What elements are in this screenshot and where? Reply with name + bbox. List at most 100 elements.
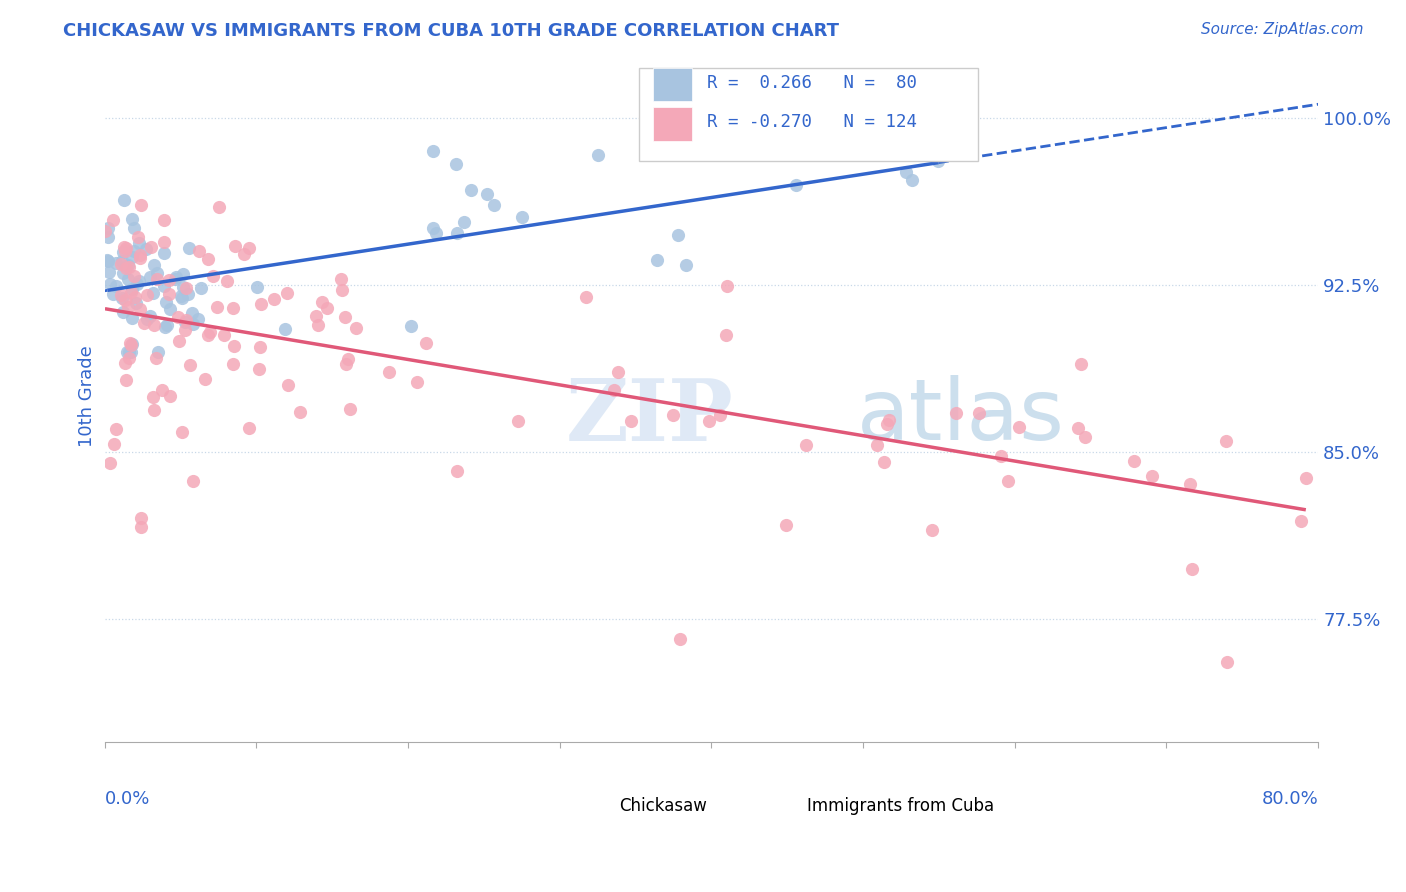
Point <box>1122 454 1144 468</box>
Point <box>233 247 256 261</box>
Point <box>339 401 361 416</box>
Text: 80.0%: 80.0% <box>1261 790 1319 808</box>
Point <box>1295 471 1317 485</box>
Point <box>249 297 271 311</box>
Point <box>1008 419 1031 434</box>
Point <box>105 422 128 436</box>
Point <box>399 319 422 334</box>
Point <box>125 277 148 291</box>
Point <box>97 253 120 268</box>
Point <box>112 240 135 254</box>
Point <box>153 235 176 249</box>
Point <box>153 212 176 227</box>
Point <box>120 344 142 359</box>
Point <box>194 371 217 385</box>
Point <box>118 351 141 365</box>
Point <box>510 210 533 224</box>
Point <box>163 272 186 286</box>
Point <box>111 245 134 260</box>
Point <box>647 252 669 267</box>
Point <box>122 244 145 259</box>
Point <box>307 318 329 332</box>
Point <box>121 337 143 351</box>
Point <box>141 240 163 254</box>
Point <box>153 319 176 334</box>
Point <box>181 475 204 489</box>
Point <box>662 409 685 423</box>
Point <box>97 221 120 235</box>
Point <box>174 313 197 327</box>
Point <box>945 406 967 420</box>
Point <box>104 256 127 270</box>
Point <box>344 320 367 334</box>
Text: Source: ZipAtlas.com: Source: ZipAtlas.com <box>1201 22 1364 37</box>
Point <box>136 312 159 326</box>
Point <box>139 310 162 324</box>
Point <box>96 252 118 267</box>
Point <box>121 310 143 325</box>
Point <box>697 414 720 428</box>
Point <box>98 456 121 470</box>
Point <box>222 357 245 371</box>
Point <box>222 339 245 353</box>
Point <box>1178 476 1201 491</box>
Point <box>142 285 165 300</box>
Point <box>127 229 149 244</box>
Point <box>172 280 194 294</box>
Point <box>446 157 468 171</box>
Point <box>103 436 125 450</box>
Point <box>172 291 194 305</box>
Point <box>94 224 117 238</box>
Point <box>112 305 135 319</box>
Text: Chickasaw: Chickasaw <box>619 797 707 815</box>
Point <box>150 383 173 397</box>
Point <box>187 311 209 326</box>
Point <box>716 279 738 293</box>
Point <box>330 283 353 297</box>
Point <box>142 318 165 332</box>
Point <box>927 153 949 168</box>
Point <box>124 289 146 303</box>
Point <box>153 279 176 293</box>
Text: 0.0%: 0.0% <box>104 790 150 808</box>
Point <box>98 277 121 292</box>
Point <box>866 438 889 452</box>
Point <box>709 408 731 422</box>
Point <box>775 518 797 533</box>
Point <box>121 212 143 227</box>
Point <box>174 315 197 329</box>
Point <box>1067 421 1090 435</box>
Point <box>221 301 243 315</box>
Point <box>98 265 121 279</box>
Point <box>894 165 917 179</box>
Point <box>425 227 447 241</box>
Point <box>997 475 1019 489</box>
Point <box>446 464 468 478</box>
Point <box>602 384 624 398</box>
Point <box>872 455 894 469</box>
Point <box>117 272 139 286</box>
Point <box>460 183 482 197</box>
Point <box>121 282 143 296</box>
Point <box>575 289 598 303</box>
Text: R = -0.270   N = 124: R = -0.270 N = 124 <box>707 113 917 131</box>
Point <box>187 244 209 258</box>
Text: Immigrants from Cuba: Immigrants from Cuba <box>807 797 994 815</box>
Point <box>177 287 200 301</box>
Point <box>122 221 145 235</box>
Point <box>142 390 165 404</box>
Point <box>143 402 166 417</box>
Point <box>128 301 150 316</box>
FancyBboxPatch shape <box>638 68 979 161</box>
Point <box>136 287 159 301</box>
Point <box>205 300 228 314</box>
Point <box>190 281 212 295</box>
Point <box>921 523 943 537</box>
Point <box>122 269 145 284</box>
Point <box>276 285 298 300</box>
Text: atlas: atlas <box>858 376 1064 458</box>
Point <box>129 247 152 261</box>
Text: ZIP: ZIP <box>565 375 734 458</box>
Point <box>422 221 444 235</box>
Point <box>274 322 297 336</box>
